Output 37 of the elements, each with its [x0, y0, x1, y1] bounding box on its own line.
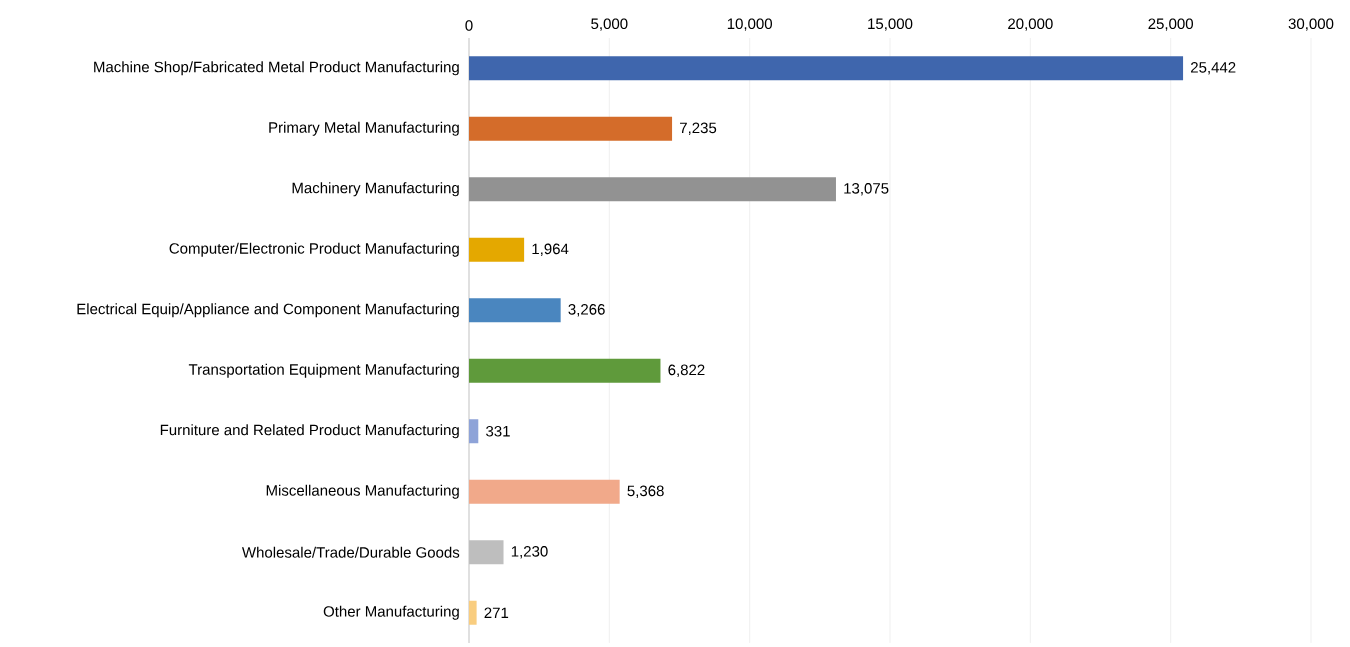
data-label: 25,442: [1191, 62, 1236, 75]
bar: [469, 358, 661, 383]
y-tick-label: Machinery Manufacturing: [292, 182, 459, 197]
bar: [469, 600, 477, 625]
x-tick-label: 30,000: [1288, 18, 1334, 31]
y-tick-label: Transportation Equipment Manufacturing: [188, 363, 459, 378]
y-tick-label: Other Manufacturing: [323, 605, 459, 620]
bar: [469, 479, 620, 504]
data-label: 331: [486, 425, 510, 437]
data-label: 1,964: [532, 243, 569, 256]
data-label: 13,075: [844, 183, 889, 196]
bar: [469, 177, 836, 202]
x-tick-label: 15,000: [868, 18, 913, 31]
data-label: 3,266: [568, 304, 605, 317]
data-label: 5,368: [627, 485, 664, 498]
data-label: 1,230: [511, 546, 548, 559]
x-tick-label: 0: [465, 20, 473, 31]
y-tick-label: Furniture and Related Product Manufacturing: [160, 424, 459, 439]
y-tick-label: Electrical Equip/Appliance and Component Manufacturing: [77, 303, 459, 318]
bar: [469, 540, 504, 565]
bar: [469, 237, 525, 262]
x-tick-label: 10,000: [727, 18, 773, 31]
x-tick-label: 25,000: [1148, 18, 1193, 31]
bar: [469, 56, 1184, 81]
data-label: 6,822: [668, 364, 705, 377]
y-tick-label: Primary Metal Manufacturing: [269, 121, 459, 136]
y-tick-label: Miscellaneous Manufacturing: [266, 484, 459, 499]
y-tick-label: Wholesale/Trade/Durable Goods: [241, 546, 460, 558]
bar: [469, 298, 561, 323]
y-tick-label: Computer/Electronic Product Manufacturing: [169, 242, 459, 257]
y-tick-label: Machine Shop/Fabricated Metal Product Manufacturing: [94, 61, 459, 76]
x-tick-label: 20,000: [1008, 18, 1053, 31]
bar: [469, 419, 479, 444]
x-tick-label: 5,000: [591, 18, 628, 31]
data-label: 7,235: [680, 122, 717, 135]
data-label: 271: [484, 607, 509, 618]
bar: [469, 116, 673, 141]
